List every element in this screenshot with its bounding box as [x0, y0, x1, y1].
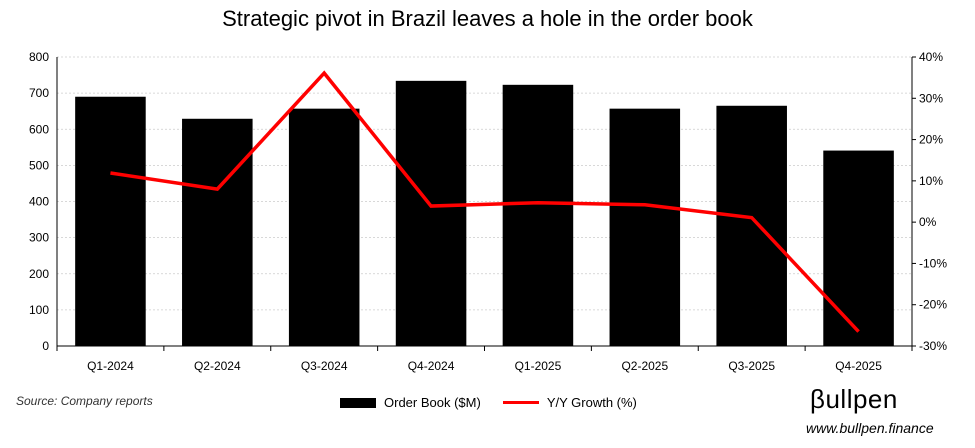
y2-tick-label: 40% [919, 50, 943, 64]
y2-tick-label: -20% [919, 298, 947, 312]
bar-Q4-2025 [823, 150, 894, 346]
growth-line [110, 70, 860, 333]
y-tick-label: 400 [29, 195, 49, 209]
y-tick-label: 500 [29, 158, 49, 172]
bar-Q2-2024 [182, 118, 253, 347]
y2-tick-label: 0% [919, 215, 937, 229]
x-tick-label: Q1-2024 [87, 359, 134, 373]
bar-Q2-2025 [609, 108, 681, 346]
y2-tick-label: 20% [919, 133, 943, 147]
chart-svg: 0 100 200 300 400 500 600 700 800 -30% -20% -10% 0% 1… [29, 50, 947, 373]
y-tick-label: 300 [29, 231, 49, 245]
bar-Q4-2024 [395, 80, 467, 346]
x-tick-label: Q4-2025 [835, 359, 882, 373]
y-tick-label: 100 [29, 303, 49, 317]
bar-Q3-2024 [288, 108, 360, 346]
legend: Order Book ($M) Y/Y Growth (%) [340, 395, 637, 410]
bar-Q1-2024 [75, 96, 146, 346]
bar-Q1-2025 [502, 84, 574, 346]
source-note: Source: Company reports [16, 394, 153, 408]
legend-label-order-book: Order Book ($M) [384, 395, 481, 410]
y2-tick-label: -30% [919, 339, 947, 353]
x-tick-label: Q2-2024 [194, 359, 241, 373]
legend-swatch-bar [340, 397, 376, 408]
x-tick-label: Q3-2025 [728, 359, 775, 373]
y2-tick-label: -10% [919, 256, 947, 270]
x-tick-label: Q1-2025 [515, 359, 562, 373]
x-tick-label: Q3-2024 [301, 359, 348, 373]
y2-tick-label: 30% [919, 91, 943, 105]
y-tick-label: 0 [42, 339, 49, 353]
website-url: www.bullpen.finance [806, 420, 934, 436]
y-tick-label: 700 [29, 86, 49, 100]
y2-tick-label: 10% [919, 174, 943, 188]
bullpen-logo: βullpen [810, 384, 898, 414]
x-tick-label: Q2-2025 [621, 359, 668, 373]
y-tick-label: 200 [29, 267, 49, 281]
y-tick-label: 600 [29, 122, 49, 136]
x-tick-label: Q4-2024 [408, 359, 455, 373]
chart-title: Strategic pivot in Brazil leaves a hole … [222, 6, 753, 31]
legend-label-growth: Y/Y Growth (%) [546, 395, 637, 410]
y-tick-label: 800 [29, 50, 49, 64]
bar-Q3-2025 [716, 105, 787, 346]
legend-swatch-line [502, 401, 539, 404]
